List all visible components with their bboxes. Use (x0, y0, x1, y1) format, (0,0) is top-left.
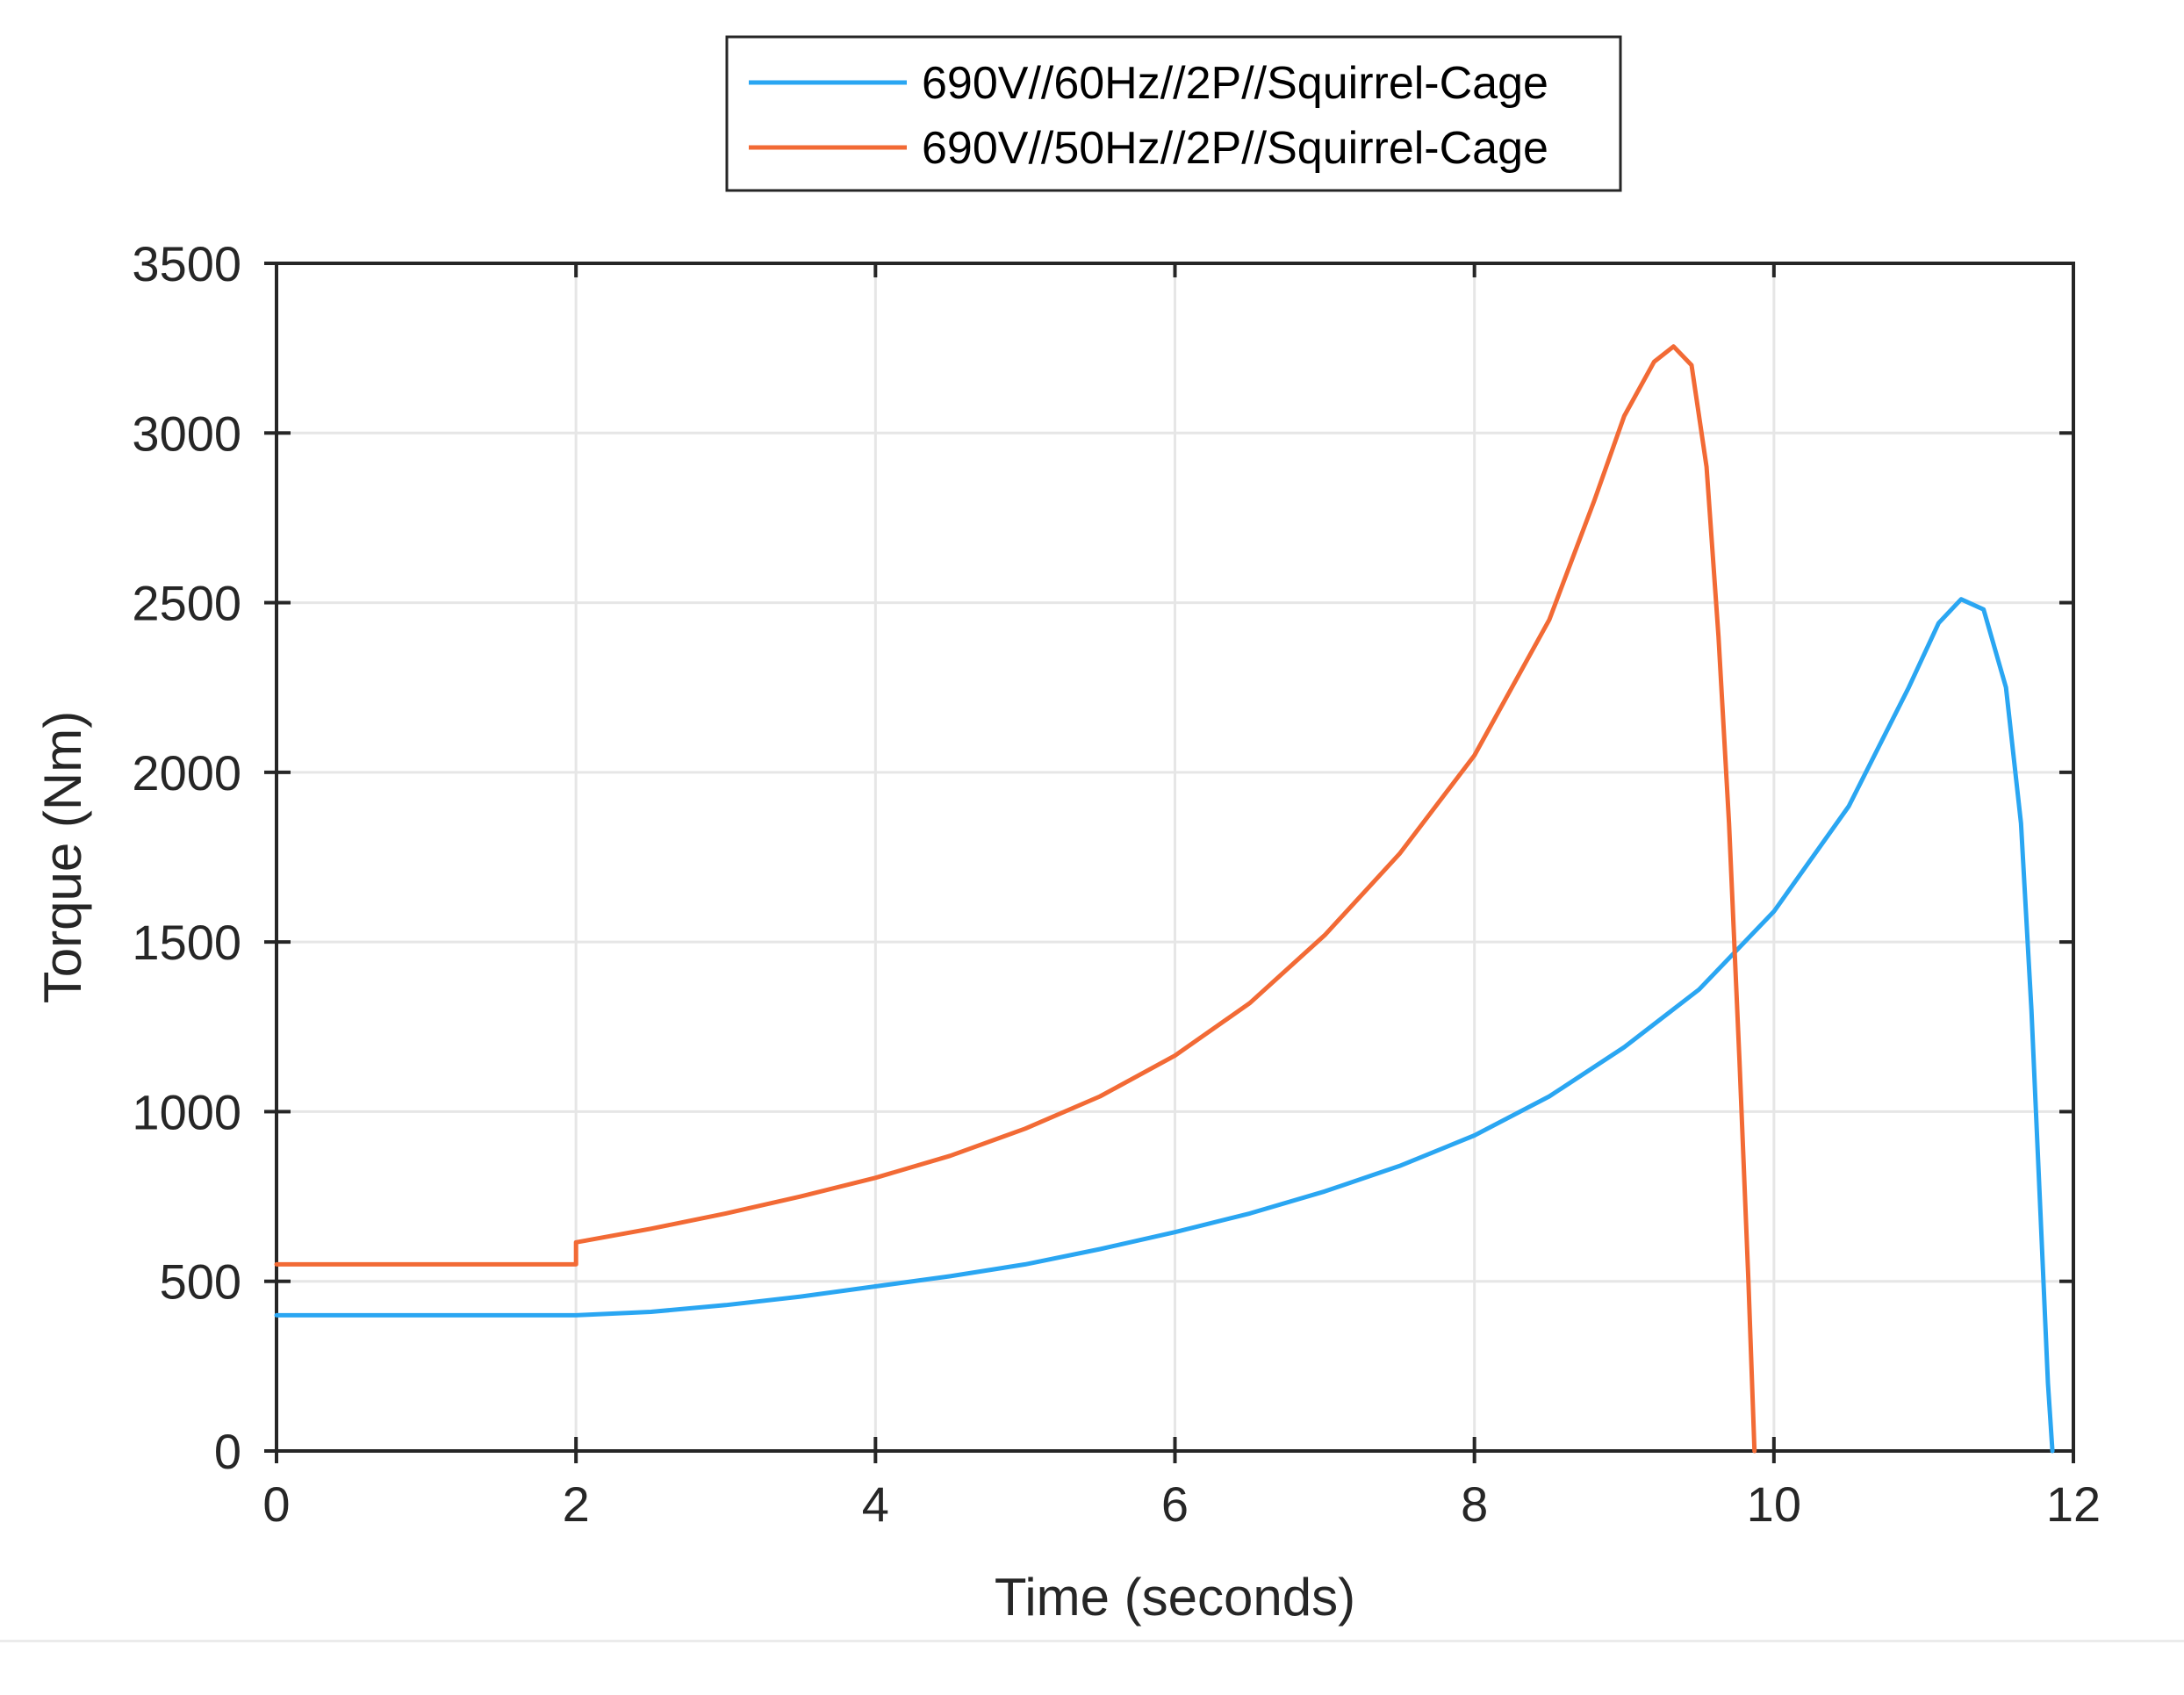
y-tick-label: 1500 (132, 915, 241, 970)
x-tick-label: 4 (862, 1476, 889, 1532)
y-tick-label: 1000 (132, 1084, 241, 1139)
x-tick-label: 2 (563, 1476, 590, 1532)
x-tick-label: 6 (1161, 1476, 1189, 1532)
legend[interactable]: 690V//60Hz//2P//Squirrel-Cage 690V//50Hz… (725, 35, 1622, 192)
series-line-60hz (274, 597, 2055, 1454)
y-tick-label: 500 (160, 1254, 241, 1310)
y-tick-label: 3500 (132, 236, 241, 291)
tick-labels: 0 2 4 6 8 10 12 0 500 1000 1500 2000 2500 3000 3500 (132, 236, 2101, 1532)
axes (264, 262, 2075, 1463)
legend-label-50hz: 690V//50Hz//2P//Squirrel-Cage (922, 123, 1548, 174)
bottom-divider (0, 1640, 2184, 1642)
legend-box (725, 35, 1622, 192)
series-line-50hz (274, 344, 1757, 1454)
x-tick-label: 8 (1461, 1476, 1488, 1532)
y-tick-label: 0 (214, 1424, 241, 1479)
y-tick-label: 3000 (132, 406, 241, 461)
series-lines (274, 344, 2055, 1454)
grid (277, 263, 2073, 1451)
y-tick-label: 2000 (132, 745, 241, 801)
legend-label-60hz: 690V//60Hz//2P//Squirrel-Cage (922, 58, 1548, 109)
x-tick-label: 0 (262, 1476, 290, 1532)
x-axis-title: Time (seconds) (995, 1568, 1355, 1627)
y-tick-label: 2500 (132, 576, 241, 631)
x-tick-label: 10 (1747, 1476, 1801, 1532)
x-tick-label: 12 (2046, 1476, 2101, 1532)
y-axis-title: Torque (Nm) (33, 711, 92, 1003)
